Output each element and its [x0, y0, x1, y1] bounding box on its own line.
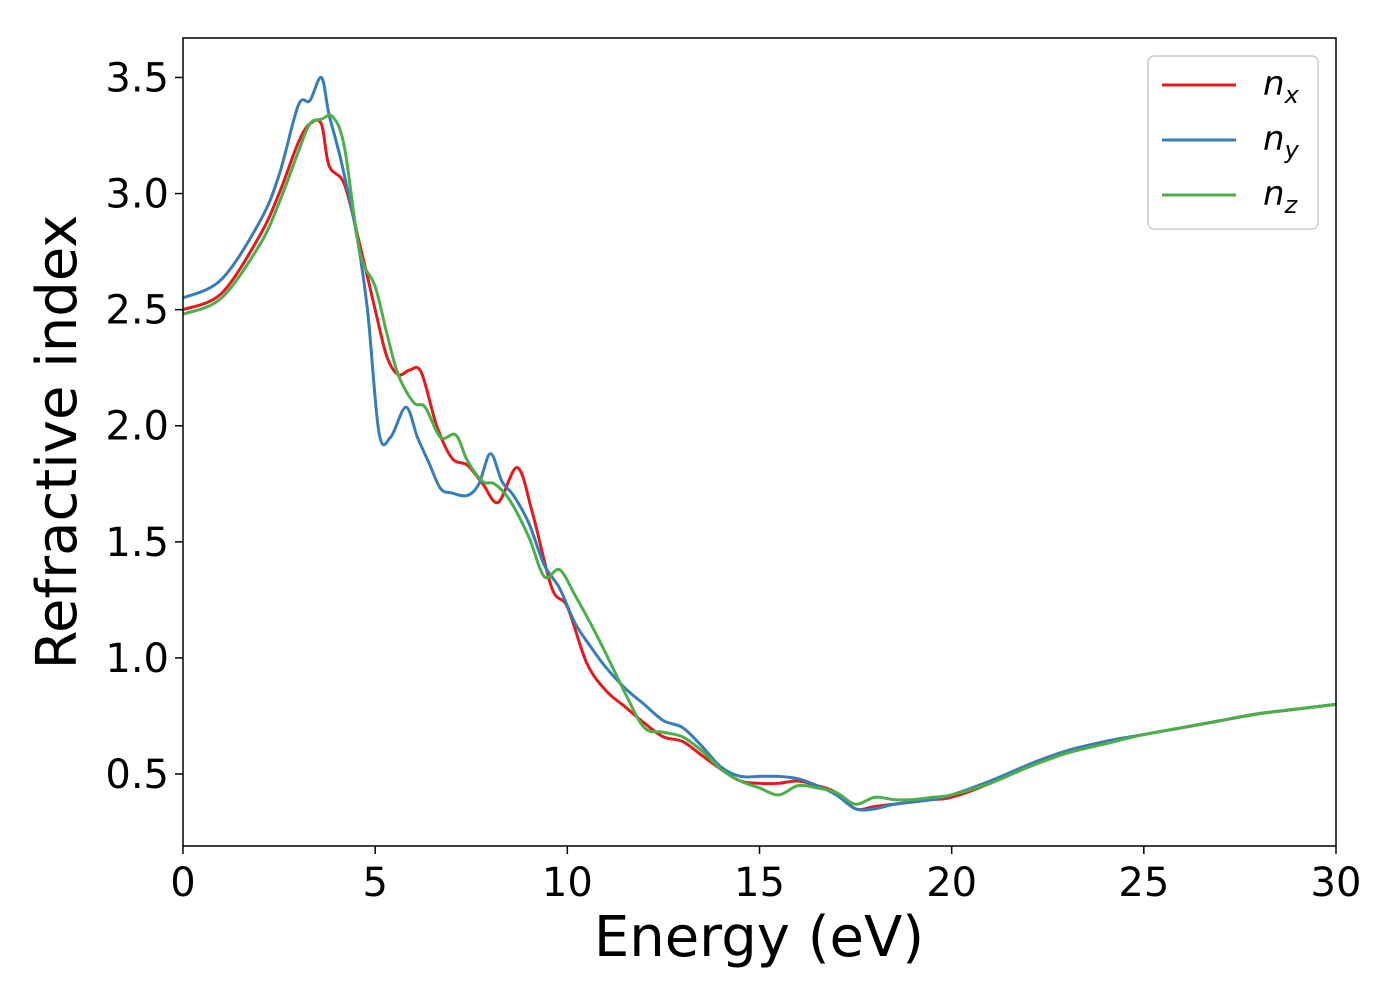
y-tick-label: 1.0 — [105, 636, 169, 682]
legend-label-nz: nz — [1263, 174, 1299, 219]
x-tick-label: 5 — [362, 860, 387, 906]
x-tick-label: 20 — [926, 860, 977, 906]
x-axis: 0 5 10 15 20 25 30 — [170, 846, 1361, 906]
series-line-nz — [183, 113, 1336, 806]
x-tick-label: 0 — [170, 860, 195, 906]
series-layer — [183, 75, 1336, 812]
x-tick-label: 30 — [1311, 860, 1362, 906]
legend: nx ny nz — [1147, 55, 1319, 230]
x-tick-label: 10 — [542, 860, 593, 906]
x-tick-label: 15 — [734, 860, 785, 906]
x-tick-label: 25 — [1118, 860, 1169, 906]
y-axis: 0.5 1.0 1.5 2.0 2.5 3.0 3.5 — [105, 55, 183, 798]
legend-label-nx: nx — [1263, 64, 1300, 109]
y-tick-label: 2.0 — [105, 404, 169, 450]
legend-frame — [1147, 55, 1319, 230]
y-axis-title: Refractive index — [25, 215, 90, 670]
y-tick-label: 2.5 — [105, 288, 169, 334]
y-tick-label: 1.5 — [105, 520, 169, 566]
legend-label-ny: ny — [1263, 119, 1300, 164]
y-tick-label: 0.5 — [105, 752, 169, 798]
y-tick-label: 3.0 — [105, 172, 169, 218]
x-axis-title: Energy (eV) — [594, 905, 924, 970]
y-tick-label: 3.5 — [105, 55, 169, 101]
